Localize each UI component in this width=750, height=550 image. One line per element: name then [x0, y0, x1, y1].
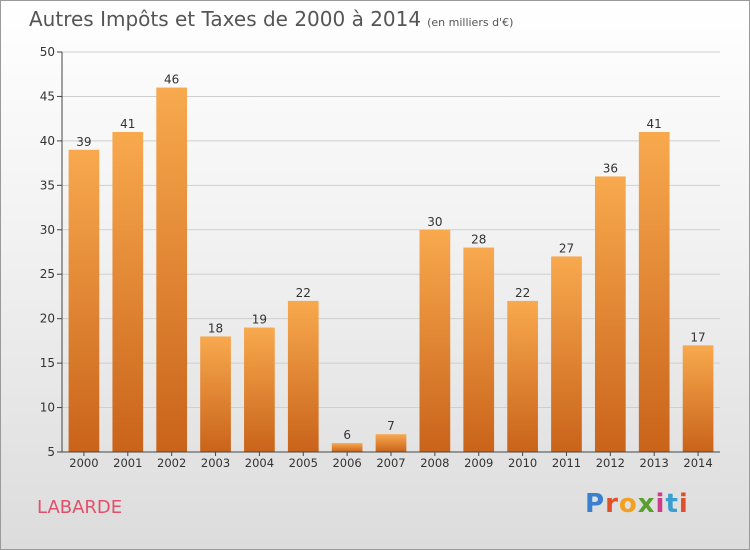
bar-2006	[331, 443, 363, 452]
x-tick-label: 2006	[332, 456, 361, 470]
axes	[57, 51, 720, 456]
x-tick-label: 2004	[245, 456, 274, 470]
x-tick-label: 2003	[201, 456, 230, 470]
chart-title-text: Autres Impôts et Taxes de 2000 à 2014	[29, 7, 422, 31]
bar-2001	[112, 132, 144, 452]
proxiti-logo[interactable]: Proxiti	[585, 489, 689, 519]
logo-letter: P	[585, 489, 606, 519]
x-tick-label: 2007	[376, 456, 405, 470]
x-tick-label: 2008	[420, 456, 449, 470]
value-label: 17	[690, 330, 705, 344]
value-label: 22	[296, 286, 311, 300]
value-label: 46	[164, 73, 179, 87]
chart-subtitle: (en milliers d'€)	[427, 16, 514, 29]
bar-2009	[463, 247, 495, 452]
value-label: 30	[427, 215, 442, 229]
x-tick-label: 2014	[683, 456, 712, 470]
y-tick-label: 5	[47, 445, 55, 459]
place-label: LABARDE	[37, 497, 123, 518]
y-tick-label: 40	[40, 134, 55, 148]
value-label: 28	[471, 233, 486, 247]
bar-2004	[244, 327, 275, 452]
logo-letter: o	[618, 489, 638, 519]
value-label: 39	[76, 135, 91, 149]
value-labels: 39 41 46 18 19 22 6 7 30 28 22 27 36 41 17	[76, 73, 705, 443]
bar-2008	[419, 229, 451, 452]
value-label: 27	[559, 241, 574, 255]
logo-letter: x	[637, 489, 656, 519]
value-label: 18	[208, 321, 223, 335]
logo-letter: r	[605, 489, 619, 519]
bar-2011	[551, 256, 582, 452]
bars	[68, 87, 714, 453]
x-tick-label: 2009	[464, 456, 493, 470]
y-tick-label: 50	[40, 45, 55, 59]
value-label: 22	[515, 286, 530, 300]
bar-2005	[287, 300, 319, 452]
x-tick-label: 2010	[508, 456, 537, 470]
bar-2013	[638, 132, 670, 452]
bar-2002	[156, 87, 188, 453]
y-tick-label: 45	[40, 89, 55, 103]
value-label: 6	[343, 428, 351, 442]
value-label: 41	[647, 117, 662, 131]
bar-2014	[682, 345, 714, 452]
bar-2010	[507, 300, 538, 452]
y-tick-label: 15	[40, 356, 55, 370]
y-tick-label: 20	[40, 312, 55, 326]
logo-letter: i	[655, 489, 666, 519]
x-tick-label: 2000	[69, 456, 98, 470]
y-tick-labels: 5 10 15 20 25 30 35 40 45 50	[40, 45, 55, 459]
value-label: 19	[252, 313, 267, 327]
value-label: 36	[603, 161, 618, 175]
logo-letter: i	[678, 489, 689, 519]
y-tick-label: 25	[40, 267, 55, 281]
bar-2012	[594, 176, 626, 452]
x-tick-label: 2013	[640, 456, 669, 470]
bar-2003	[200, 336, 231, 452]
x-tick-label: 2005	[289, 456, 318, 470]
x-tick-label: 2001	[113, 456, 142, 470]
x-tick-label: 2012	[596, 456, 625, 470]
x-tick-labels: 2000 2001 2002 2003 2004 2005 2006 2007 2008 2009…	[69, 456, 712, 470]
y-tick-label: 30	[40, 223, 55, 237]
x-tick-label: 2002	[157, 456, 186, 470]
logo-letter: t	[665, 489, 679, 519]
chart-title: Autres Impôts et Taxes de 2000 à 2014 (en…	[29, 7, 513, 31]
bar-2007	[375, 434, 407, 452]
x-tick-label: 2011	[552, 456, 581, 470]
y-tick-label: 10	[40, 401, 55, 415]
value-label: 41	[120, 117, 135, 131]
value-label: 7	[387, 419, 395, 433]
y-tick-label: 35	[40, 178, 55, 192]
bar-2000	[68, 149, 100, 452]
